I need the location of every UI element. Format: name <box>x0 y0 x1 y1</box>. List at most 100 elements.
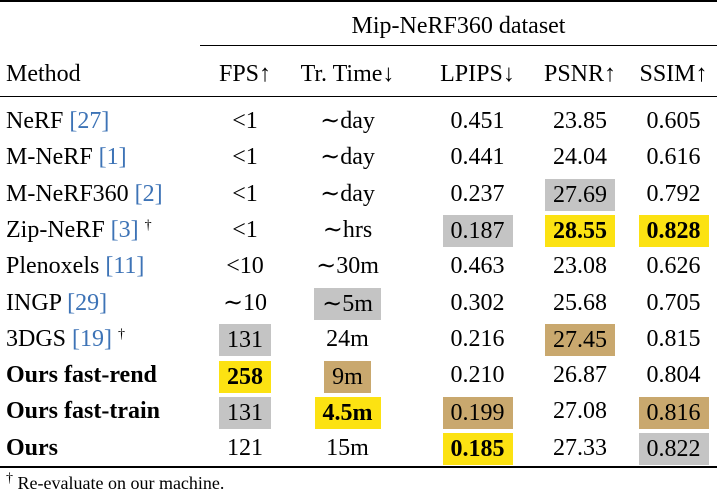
psnr-cell: 27.08 <box>530 393 630 429</box>
citation-link[interactable]: [19] <box>72 325 112 352</box>
ssim-cell: 0.705 <box>630 285 717 321</box>
fps-value: 121 <box>227 434 263 461</box>
fps-value: <1 <box>232 180 258 207</box>
psnr-value: 23.85 <box>553 108 607 134</box>
bottom-rule <box>0 466 717 468</box>
lpips-value: 0.451 <box>450 108 505 134</box>
time-value: 24m <box>326 325 369 352</box>
fps-cell: <1 <box>205 176 285 212</box>
citation-link[interactable]: [27] <box>69 108 110 134</box>
psnr-value: 24.04 <box>553 144 607 171</box>
time-cell: ∼5m <box>285 285 410 321</box>
fps-cell: <1 <box>205 103 285 139</box>
psnr-cell: 26.87 <box>530 357 630 393</box>
lpips-cell: 0.441 <box>425 139 530 175</box>
time-value: ∼day <box>320 108 375 134</box>
psnr-cell: 23.85 <box>530 103 630 139</box>
time-cell: 9m <box>285 357 410 393</box>
psnr-cell: 27.45 <box>530 321 630 357</box>
method-cell: INGP [29] <box>6 285 107 321</box>
dagger-mark: † <box>144 217 152 233</box>
lpips-cell: 0.216 <box>425 321 530 357</box>
ssim-cell: 0.626 <box>630 248 717 284</box>
col-header-method: Method <box>6 61 81 87</box>
method-cell: Plenoxels [11] <box>6 248 144 284</box>
time-cell: ∼day <box>285 103 410 139</box>
fps-cell: <1 <box>205 139 285 175</box>
method-name: Ours fast-train <box>6 398 160 425</box>
method-cell: M-NeRF [1] <box>6 139 127 175</box>
lpips-value: 0.210 <box>450 362 505 389</box>
method-name: Ours <box>6 434 59 461</box>
ssim-value: 0.605 <box>646 108 701 134</box>
psnr-cell: 27.69 <box>530 176 630 212</box>
lpips-cell: 0.451 <box>425 103 530 139</box>
fps-cell: ∼10 <box>205 285 285 321</box>
ssim-value: 0.792 <box>646 180 701 207</box>
method-cell: Ours fast-rend <box>6 357 157 393</box>
lpips-cell: 0.187 <box>425 212 530 248</box>
psnr-value: 25.68 <box>553 289 607 316</box>
time-value: ∼hrs <box>322 216 373 243</box>
table-row: Ours fast-rend 258 9m 0.210 26.87 0.804 <box>0 357 717 393</box>
psnr-value: 27.33 <box>553 434 607 461</box>
dagger-mark: † <box>118 326 125 342</box>
psnr-value: 23.08 <box>553 253 607 280</box>
lpips-value: 0.185 <box>442 433 513 466</box>
fps-cell: 131 <box>205 321 285 357</box>
lpips-value: 0.302 <box>450 289 505 316</box>
time-cell: 24m <box>285 321 410 357</box>
citation-link[interactable]: [29] <box>67 289 108 316</box>
ssim-cell: 0.822 <box>630 430 717 466</box>
method-cell: Ours fast-train <box>6 393 160 429</box>
ssim-cell: 0.605 <box>630 103 717 139</box>
method-name: Zip-NeRF <box>6 216 105 243</box>
fps-cell: 131 <box>205 393 285 429</box>
time-value: 4.5m <box>314 396 381 429</box>
lpips-value: 0.237 <box>450 180 505 207</box>
table-row: M-NeRF360 [2] <1 ∼day 0.237 27.69 0.792 <box>0 176 717 212</box>
col-header-psnr: PSNR↑ <box>543 61 617 87</box>
table-row: 3DGS [19] † 131 24m 0.216 27.45 0.815 <box>0 321 717 357</box>
ssim-value: 0.828 <box>638 215 709 248</box>
method-name: M-NeRF360 <box>6 180 129 207</box>
header-rule <box>0 96 717 97</box>
fps-value: <10 <box>226 253 264 280</box>
fps-value: 131 <box>219 324 271 357</box>
psnr-cell: 23.08 <box>530 248 630 284</box>
lpips-value: 0.441 <box>450 144 505 171</box>
lpips-cell: 0.210 <box>425 357 530 393</box>
fps-value: <1 <box>232 216 258 243</box>
fps-value: ∼10 <box>222 289 268 316</box>
fps-value: 131 <box>219 396 271 429</box>
time-cell: ∼hrs <box>285 212 410 248</box>
psnr-cell: 24.04 <box>530 139 630 175</box>
lpips-cell: 0.185 <box>425 430 530 466</box>
method-name: INGP <box>6 289 62 316</box>
citation-link[interactable]: [11] <box>105 253 145 280</box>
ssim-value: 0.626 <box>646 253 701 280</box>
ssim-value: 0.822 <box>638 433 709 466</box>
table-row: Ours fast-train 131 4.5m 0.199 27.08 0.816 <box>0 393 717 429</box>
psnr-cell: 27.33 <box>530 430 630 466</box>
lpips-cell: 0.463 <box>425 248 530 284</box>
lpips-cell: 0.302 <box>425 285 530 321</box>
top-rule <box>0 0 717 2</box>
time-cell: 15m <box>285 430 410 466</box>
ssim-value: 0.705 <box>646 289 701 316</box>
table-row: Zip-NeRF [3] † <1 ∼hrs 0.187 28.55 0.828 <box>0 212 717 248</box>
ssim-cell: 0.816 <box>630 393 717 429</box>
time-value: 15m <box>326 434 369 461</box>
group-rule <box>200 45 717 46</box>
method-cell: 3DGS [19] † <box>6 321 125 357</box>
citation-link[interactable]: [3] <box>110 216 139 243</box>
group-header: Mip-NeRF360 dataset <box>351 13 566 39</box>
ssim-cell: 0.804 <box>630 357 717 393</box>
table-row: Plenoxels [11] <10 ∼30m 0.463 23.08 0.626 <box>0 248 717 284</box>
method-cell: M-NeRF360 [2] <box>6 176 163 212</box>
citation-link[interactable]: [1] <box>98 144 127 171</box>
fps-cell: 258 <box>205 357 285 393</box>
citation-link[interactable]: [2] <box>134 180 163 207</box>
footnote-text: Re-evaluate on our machine. <box>13 473 225 493</box>
